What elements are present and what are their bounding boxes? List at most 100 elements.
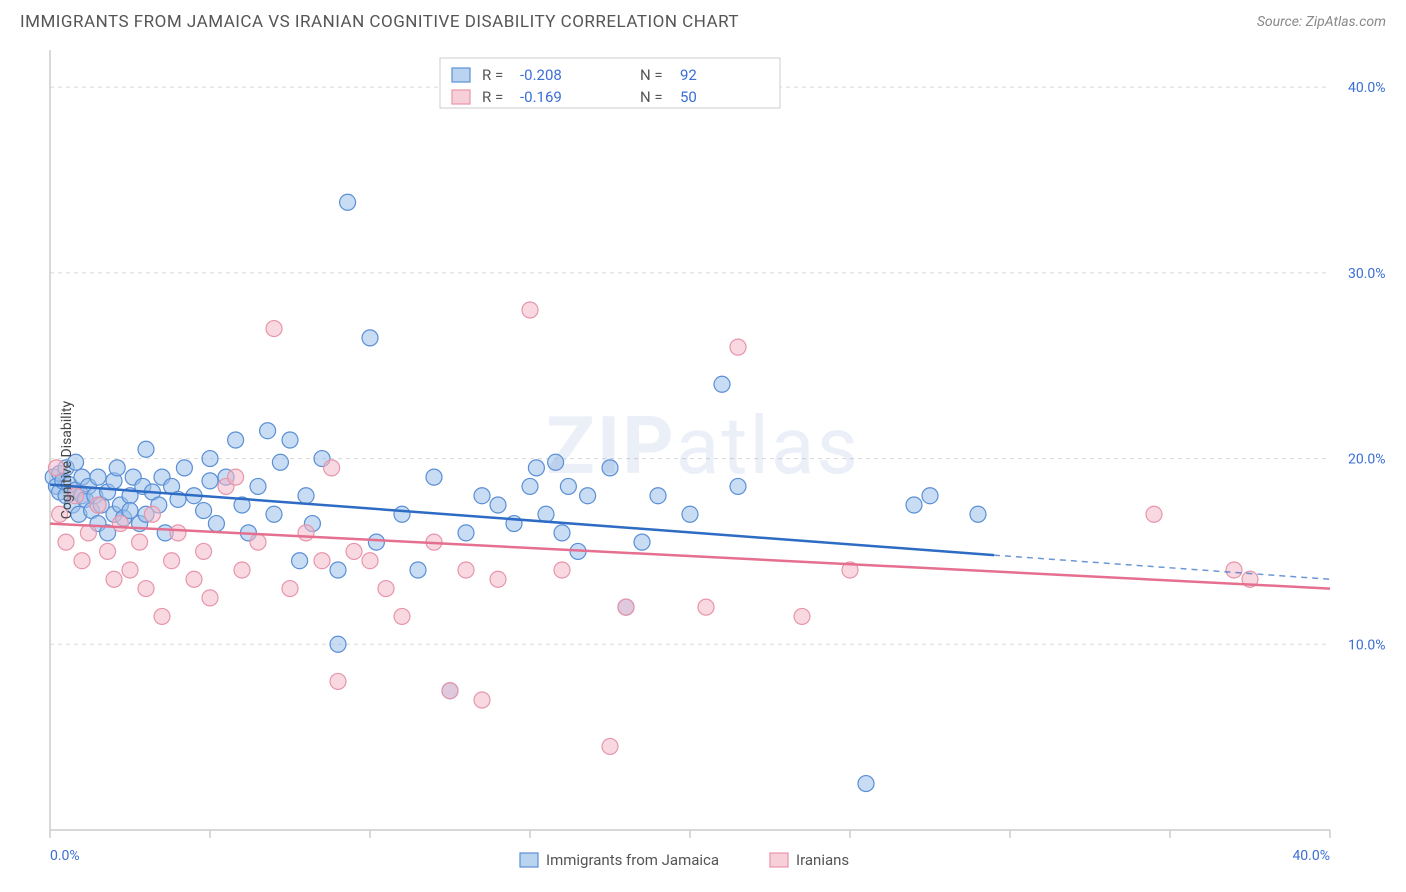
- data-point: [906, 497, 922, 513]
- y-tick-label: 10.0%: [1348, 637, 1386, 653]
- data-point: [548, 454, 564, 470]
- data-point: [330, 562, 346, 578]
- data-point: [298, 525, 314, 541]
- data-point: [340, 194, 356, 210]
- data-point: [602, 738, 618, 754]
- data-point: [132, 534, 148, 550]
- data-point: [458, 562, 474, 578]
- data-point: [410, 562, 426, 578]
- x-tick-label: 40.0%: [1292, 848, 1330, 864]
- data-point: [394, 608, 410, 624]
- legend-r-label: R =: [482, 88, 503, 106]
- chart-title: IMMIGRANTS FROM JAMAICA VS IRANIAN COGNI…: [20, 12, 739, 32]
- legend-swatch: [452, 68, 470, 82]
- data-point: [208, 516, 224, 532]
- data-point: [100, 543, 116, 559]
- data-point: [858, 776, 874, 792]
- legend-r-value: -0.169: [520, 88, 562, 106]
- data-point: [138, 581, 154, 597]
- data-point: [618, 599, 634, 615]
- data-point: [368, 534, 384, 550]
- legend-r-value: -0.208: [520, 66, 562, 84]
- legend-swatch: [452, 90, 470, 104]
- data-point: [554, 562, 570, 578]
- trend-line: [50, 485, 994, 556]
- data-point: [442, 683, 458, 699]
- data-point: [282, 432, 298, 448]
- data-point: [266, 321, 282, 337]
- data-point: [228, 432, 244, 448]
- data-point: [292, 553, 308, 569]
- legend-n-label: N =: [640, 66, 663, 84]
- data-point: [362, 553, 378, 569]
- trend-line-extension: [994, 555, 1330, 579]
- data-point: [522, 478, 538, 494]
- data-point: [154, 608, 170, 624]
- data-point: [109, 460, 125, 476]
- data-point: [250, 534, 266, 550]
- y-axis-label: Cognitive Disability: [59, 401, 75, 519]
- data-point: [164, 553, 180, 569]
- legend-series-label: Immigrants from Jamaica: [546, 851, 719, 869]
- data-point: [298, 488, 314, 504]
- data-point: [970, 506, 986, 522]
- data-point: [474, 692, 490, 708]
- data-point: [458, 525, 474, 541]
- data-point: [250, 478, 266, 494]
- legend-r-label: R =: [482, 66, 503, 84]
- data-point: [144, 506, 160, 522]
- data-point: [682, 506, 698, 522]
- legend-swatch: [770, 853, 788, 867]
- data-point: [170, 525, 186, 541]
- data-point: [196, 543, 212, 559]
- data-point: [80, 525, 96, 541]
- data-point: [528, 460, 544, 476]
- data-point: [362, 330, 378, 346]
- data-point: [330, 673, 346, 689]
- data-point: [202, 451, 218, 467]
- data-point: [234, 562, 250, 578]
- data-point: [378, 581, 394, 597]
- data-point: [580, 488, 596, 504]
- data-point: [314, 553, 330, 569]
- data-point: [176, 460, 192, 476]
- data-point: [560, 478, 576, 494]
- data-point: [228, 469, 244, 485]
- data-point: [394, 506, 410, 522]
- data-point: [634, 534, 650, 550]
- data-point: [346, 543, 362, 559]
- data-point: [138, 441, 154, 457]
- chart-container: Cognitive Disability ZIPatlas 10.0%20.0%…: [0, 40, 1406, 880]
- legend-n-value: 92: [680, 66, 697, 84]
- data-point: [202, 473, 218, 489]
- data-point: [58, 534, 74, 550]
- data-point: [650, 488, 666, 504]
- data-point: [122, 562, 138, 578]
- y-tick-label: 40.0%: [1348, 80, 1386, 96]
- data-point: [186, 571, 202, 587]
- data-point: [324, 460, 340, 476]
- legend-n-value: 50: [680, 88, 697, 106]
- scatter-chart: 10.0%20.0%30.0%40.0%0.0%40.0%R =-0.208N …: [0, 40, 1406, 880]
- data-point: [522, 302, 538, 318]
- data-point: [196, 503, 212, 519]
- y-tick-label: 20.0%: [1348, 452, 1386, 468]
- data-point: [922, 488, 938, 504]
- data-point: [202, 590, 218, 606]
- data-point: [90, 469, 106, 485]
- data-point: [266, 506, 282, 522]
- data-point: [730, 339, 746, 355]
- data-point: [106, 571, 122, 587]
- data-point: [112, 516, 128, 532]
- data-point: [554, 525, 570, 541]
- data-point: [698, 599, 714, 615]
- data-point: [330, 636, 346, 652]
- chart-header: IMMIGRANTS FROM JAMAICA VS IRANIAN COGNI…: [0, 0, 1406, 40]
- data-point: [282, 581, 298, 597]
- legend-n-label: N =: [640, 88, 663, 106]
- data-point: [1226, 562, 1242, 578]
- data-point: [90, 497, 106, 513]
- data-point: [272, 454, 288, 470]
- data-point: [1146, 506, 1162, 522]
- legend-series-label: Iranians: [796, 851, 849, 869]
